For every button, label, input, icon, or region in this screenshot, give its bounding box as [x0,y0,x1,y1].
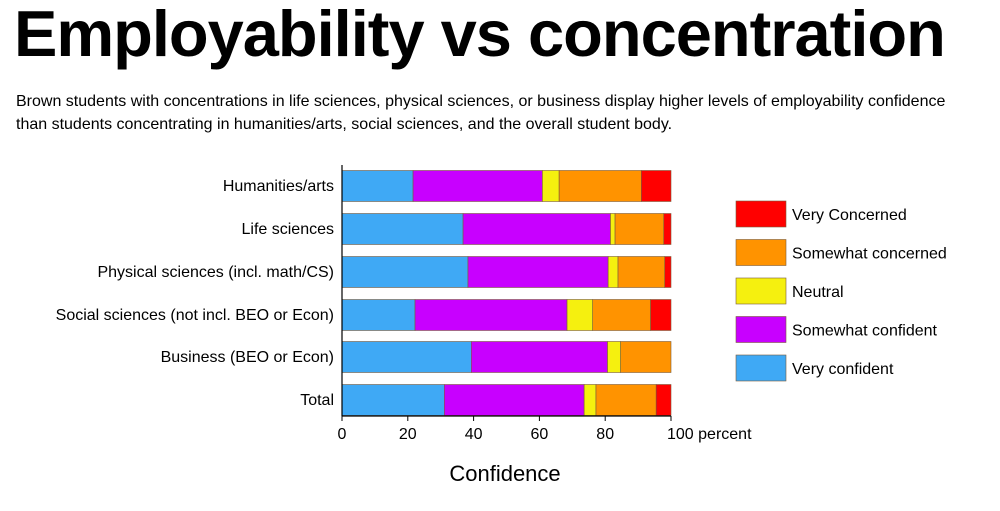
chart-title: Employability vs concentration [14,0,946,70]
bar-segment-very-concerned [664,256,672,288]
category-label: Physical sciences (incl. math/CS) [97,264,334,281]
bar-segment-neutral [583,384,597,416]
x-tick-label: 40 [465,426,483,443]
x-tick-label: 100 percent [667,426,752,443]
category-label: Social sciences (not incl. BEO or Econ) [56,307,334,324]
legend-swatch [735,239,787,266]
bar-segment-somewhat-concerned [595,384,657,416]
category-label: Humanities/arts [223,178,334,195]
bar-segment-somewhat-confident [414,299,568,331]
bar-segment-very-confident [341,213,464,245]
bar-segment-neutral [610,213,616,245]
legend-swatch [735,200,787,228]
bar-segment-very-confident [341,384,445,416]
bar-segment-somewhat-concerned [558,170,642,202]
category-label: Business (BEO or Econ) [161,349,334,366]
bar-segment-somewhat-concerned [617,256,666,288]
legend-label: Somewhat concerned [792,246,947,263]
bar-segment-neutral [542,170,560,202]
x-tick-label: 20 [399,426,417,443]
x-tick-label: 0 [338,426,347,443]
x-tick-label: 80 [596,426,614,443]
bar-segment-somewhat-confident [470,341,608,373]
bar-segment-somewhat-concerned [592,299,651,331]
category-label: Total [300,392,334,409]
x-axis-label: Confidence [449,461,560,486]
legend-swatch [735,316,787,343]
bar-segment-very-confident [341,299,416,331]
bar-segment-neutral [607,256,619,288]
bar-segment-neutral [566,299,593,331]
bar-segment-very-confident [341,341,472,373]
legend-swatch [735,354,787,382]
bar-segment-very-concerned [655,384,672,416]
bar-segment-very-concerned [650,299,672,331]
x-tick-label: 60 [531,426,549,443]
legend-label: Neutral [792,284,844,301]
bar-segment-very-confident [341,256,469,288]
legend-swatch [735,277,787,305]
bar-segment-somewhat-concerned [620,341,672,373]
bar-segment-somewhat-confident [444,384,585,416]
legend-label: Very confident [792,361,894,378]
chart-subtitle: Brown students with concentrations in li… [16,93,946,133]
bar-segment-somewhat-confident [412,170,543,202]
bar-segment-somewhat-concerned [614,213,665,245]
legend-label: Somewhat confident [792,323,938,340]
bar-segment-neutral [607,341,621,373]
bar-segment-very-concerned [663,213,672,245]
legend-label: Very Concerned [792,207,907,224]
bar-segment-somewhat-confident [462,213,611,245]
bar-segment-very-concerned [641,170,672,202]
bar-segment-somewhat-confident [467,256,609,288]
bar-segment-very-confident [341,170,414,202]
category-label: Life sciences [242,221,335,238]
